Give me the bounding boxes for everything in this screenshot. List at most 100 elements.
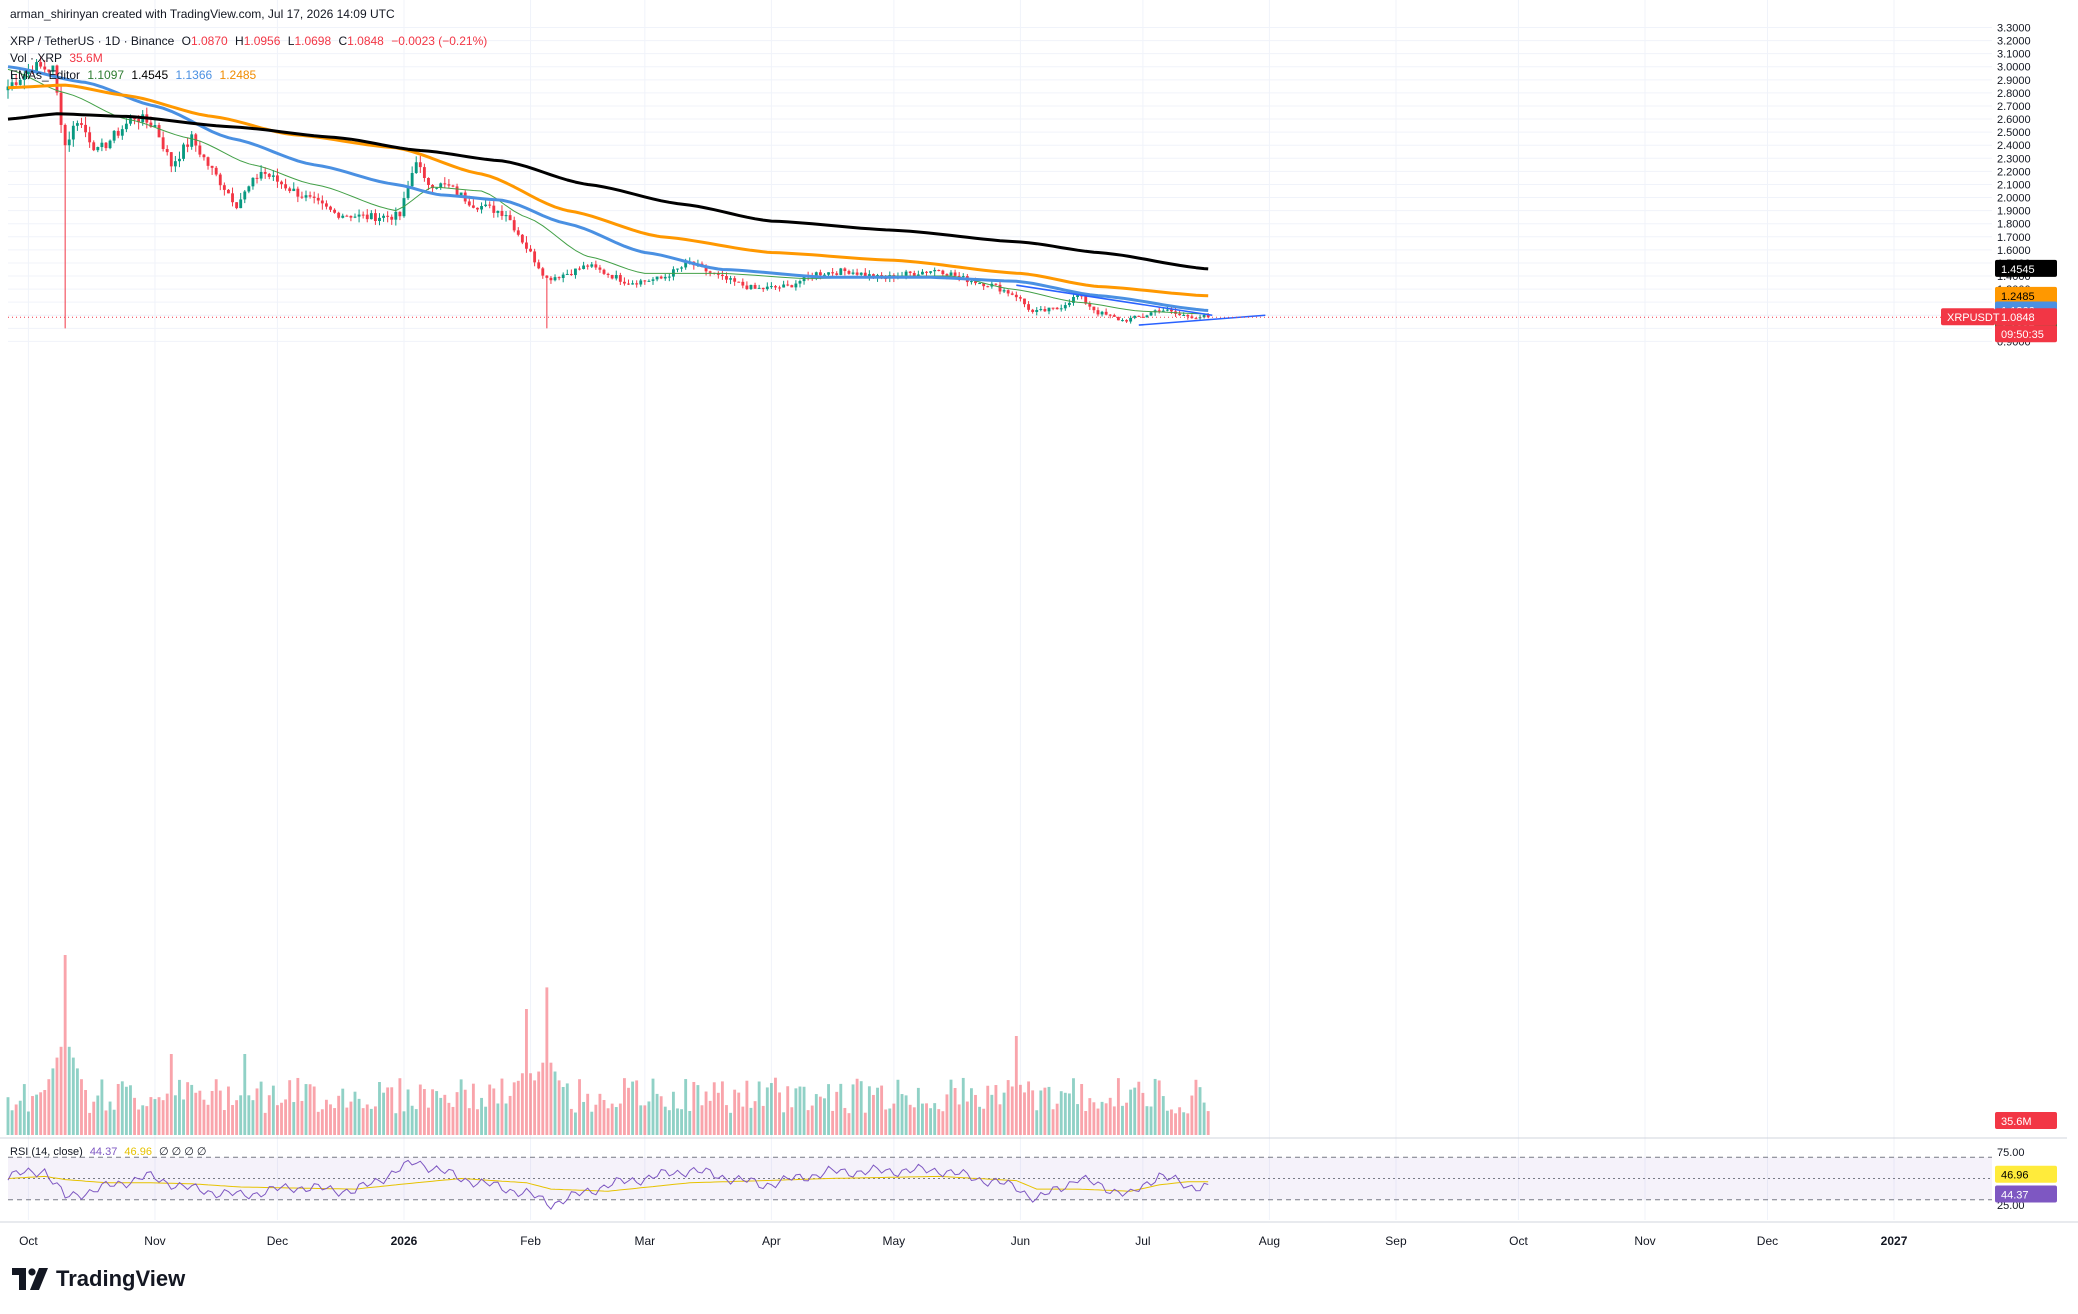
candle-body xyxy=(622,281,626,284)
candle-body xyxy=(774,286,777,288)
volume-bar xyxy=(982,1108,986,1135)
candle-body xyxy=(365,214,369,220)
volume-bar xyxy=(631,1081,635,1135)
candle-body xyxy=(402,198,406,217)
volume-bar xyxy=(1096,1108,1100,1135)
candle-body xyxy=(267,173,271,177)
volume-bar xyxy=(51,1068,55,1135)
candle-body xyxy=(1198,317,1202,319)
rsi-badge[interactable]: 44.37 xyxy=(1995,1185,2057,1203)
volume-bar xyxy=(92,1101,96,1135)
volume-bar xyxy=(1080,1084,1084,1135)
volume-bar xyxy=(292,1102,296,1135)
candle-body xyxy=(1027,304,1031,310)
volume-bar xyxy=(867,1086,871,1135)
symbol-badge-text: XRPUSDT xyxy=(1947,312,2000,324)
volume-bar xyxy=(769,1083,773,1135)
candle-body xyxy=(520,234,524,243)
candle-body xyxy=(1121,320,1124,322)
volume-bar xyxy=(537,1071,541,1135)
volume-bar xyxy=(1002,1092,1006,1135)
candle-body xyxy=(104,142,108,149)
volume-bar xyxy=(1076,1104,1079,1135)
volume-bar xyxy=(1063,1092,1067,1135)
volume-bar xyxy=(1170,1109,1173,1135)
volume-bar xyxy=(814,1094,818,1135)
volume-bar xyxy=(508,1095,512,1135)
volume-bar xyxy=(18,1100,22,1135)
volume-bar xyxy=(1145,1106,1149,1135)
volume-bar xyxy=(953,1088,957,1135)
countdown-badge[interactable]: 09:50:35 xyxy=(1995,325,2057,343)
volume-bar xyxy=(945,1094,949,1135)
time-tick-label: Jul xyxy=(1135,1234,1150,1248)
candle-body xyxy=(749,284,753,290)
price-tick-label: 2.6000 xyxy=(1997,114,2031,126)
symbol-badge[interactable]: XRPUSDT xyxy=(1941,308,2000,326)
volume-bar xyxy=(712,1082,716,1135)
candle-body xyxy=(39,62,43,67)
candle-body xyxy=(471,205,475,208)
price-badge[interactable]: 1.0848 xyxy=(1995,308,2057,326)
rsi-header[interactable]: RSI (14, close) 44.37 46.96 ∅ ∅ ∅ ∅ xyxy=(10,1145,211,1158)
candle-body xyxy=(541,268,545,276)
candle-body xyxy=(55,65,59,93)
volume-bar xyxy=(173,1095,177,1135)
volume-bar xyxy=(296,1077,300,1135)
candle-body xyxy=(439,183,443,188)
rsi-tick-label: 25.00 xyxy=(1997,1200,2025,1212)
candle-body xyxy=(71,125,75,140)
volume-bar xyxy=(659,1096,663,1135)
price-tick-label: 2.4000 xyxy=(1997,140,2031,152)
volume-bar xyxy=(178,1079,181,1135)
candle-body xyxy=(512,220,516,231)
volume-bar xyxy=(1133,1087,1137,1135)
ema200-badge[interactable]: 1.4545 xyxy=(1995,259,2057,277)
volume-bar xyxy=(818,1096,822,1135)
volume-bar xyxy=(949,1079,953,1135)
rsi-ma-badge[interactable]: 46.96 xyxy=(1995,1165,2057,1183)
candle-body xyxy=(716,273,720,275)
volume-bar xyxy=(357,1098,361,1135)
volume-bar xyxy=(757,1081,761,1135)
candle-body xyxy=(1014,294,1018,298)
volume-bar xyxy=(484,1106,488,1135)
symbol-label[interactable]: XRP / TetherUS · 1D · Binance xyxy=(10,34,175,48)
candle-body xyxy=(496,210,500,213)
volume-bar xyxy=(725,1105,728,1135)
candle-body xyxy=(1100,311,1104,315)
candle-body xyxy=(790,285,794,288)
volume-bar xyxy=(1174,1113,1177,1135)
volume-bar xyxy=(908,1104,912,1135)
volume-bar xyxy=(59,1046,63,1135)
volume-bar xyxy=(414,1109,418,1135)
volume-bar xyxy=(916,1087,920,1135)
candle-body xyxy=(210,165,214,168)
price-tick-label: 2.5000 xyxy=(1997,127,2031,139)
volume-bar xyxy=(957,1104,961,1135)
ema-line-ema20 xyxy=(7,68,1209,315)
candle-body xyxy=(96,147,100,151)
time-tick-label: Oct xyxy=(19,1234,38,1248)
ema-line[interactable]: EMAs_Editor 1.1097 1.4545 1.1366 1.2485 xyxy=(10,68,260,82)
candle-body xyxy=(263,172,267,174)
volume-bar xyxy=(851,1084,855,1135)
volume-bar xyxy=(341,1088,345,1135)
volume-bar xyxy=(333,1108,337,1135)
volume-line[interactable]: Vol · XRP 35.6M xyxy=(10,51,107,65)
volume-bar xyxy=(618,1103,622,1135)
volume-bar xyxy=(790,1107,794,1135)
volume-bar xyxy=(500,1078,504,1135)
ema100-badge[interactable]: 1.2485 xyxy=(1995,286,2057,304)
candle-body xyxy=(765,286,769,290)
rsi-panel xyxy=(7,1156,1992,1211)
tradingview-logo[interactable]: TradingView xyxy=(12,1266,185,1292)
volume-bar xyxy=(602,1100,606,1135)
candle-body xyxy=(1108,314,1112,316)
time-tick-label: May xyxy=(883,1234,906,1248)
volume-bar xyxy=(696,1085,700,1135)
volume-bar xyxy=(394,1113,398,1135)
volume-badge[interactable]: 35.6M xyxy=(1995,1112,2057,1129)
candle-body xyxy=(284,184,288,189)
